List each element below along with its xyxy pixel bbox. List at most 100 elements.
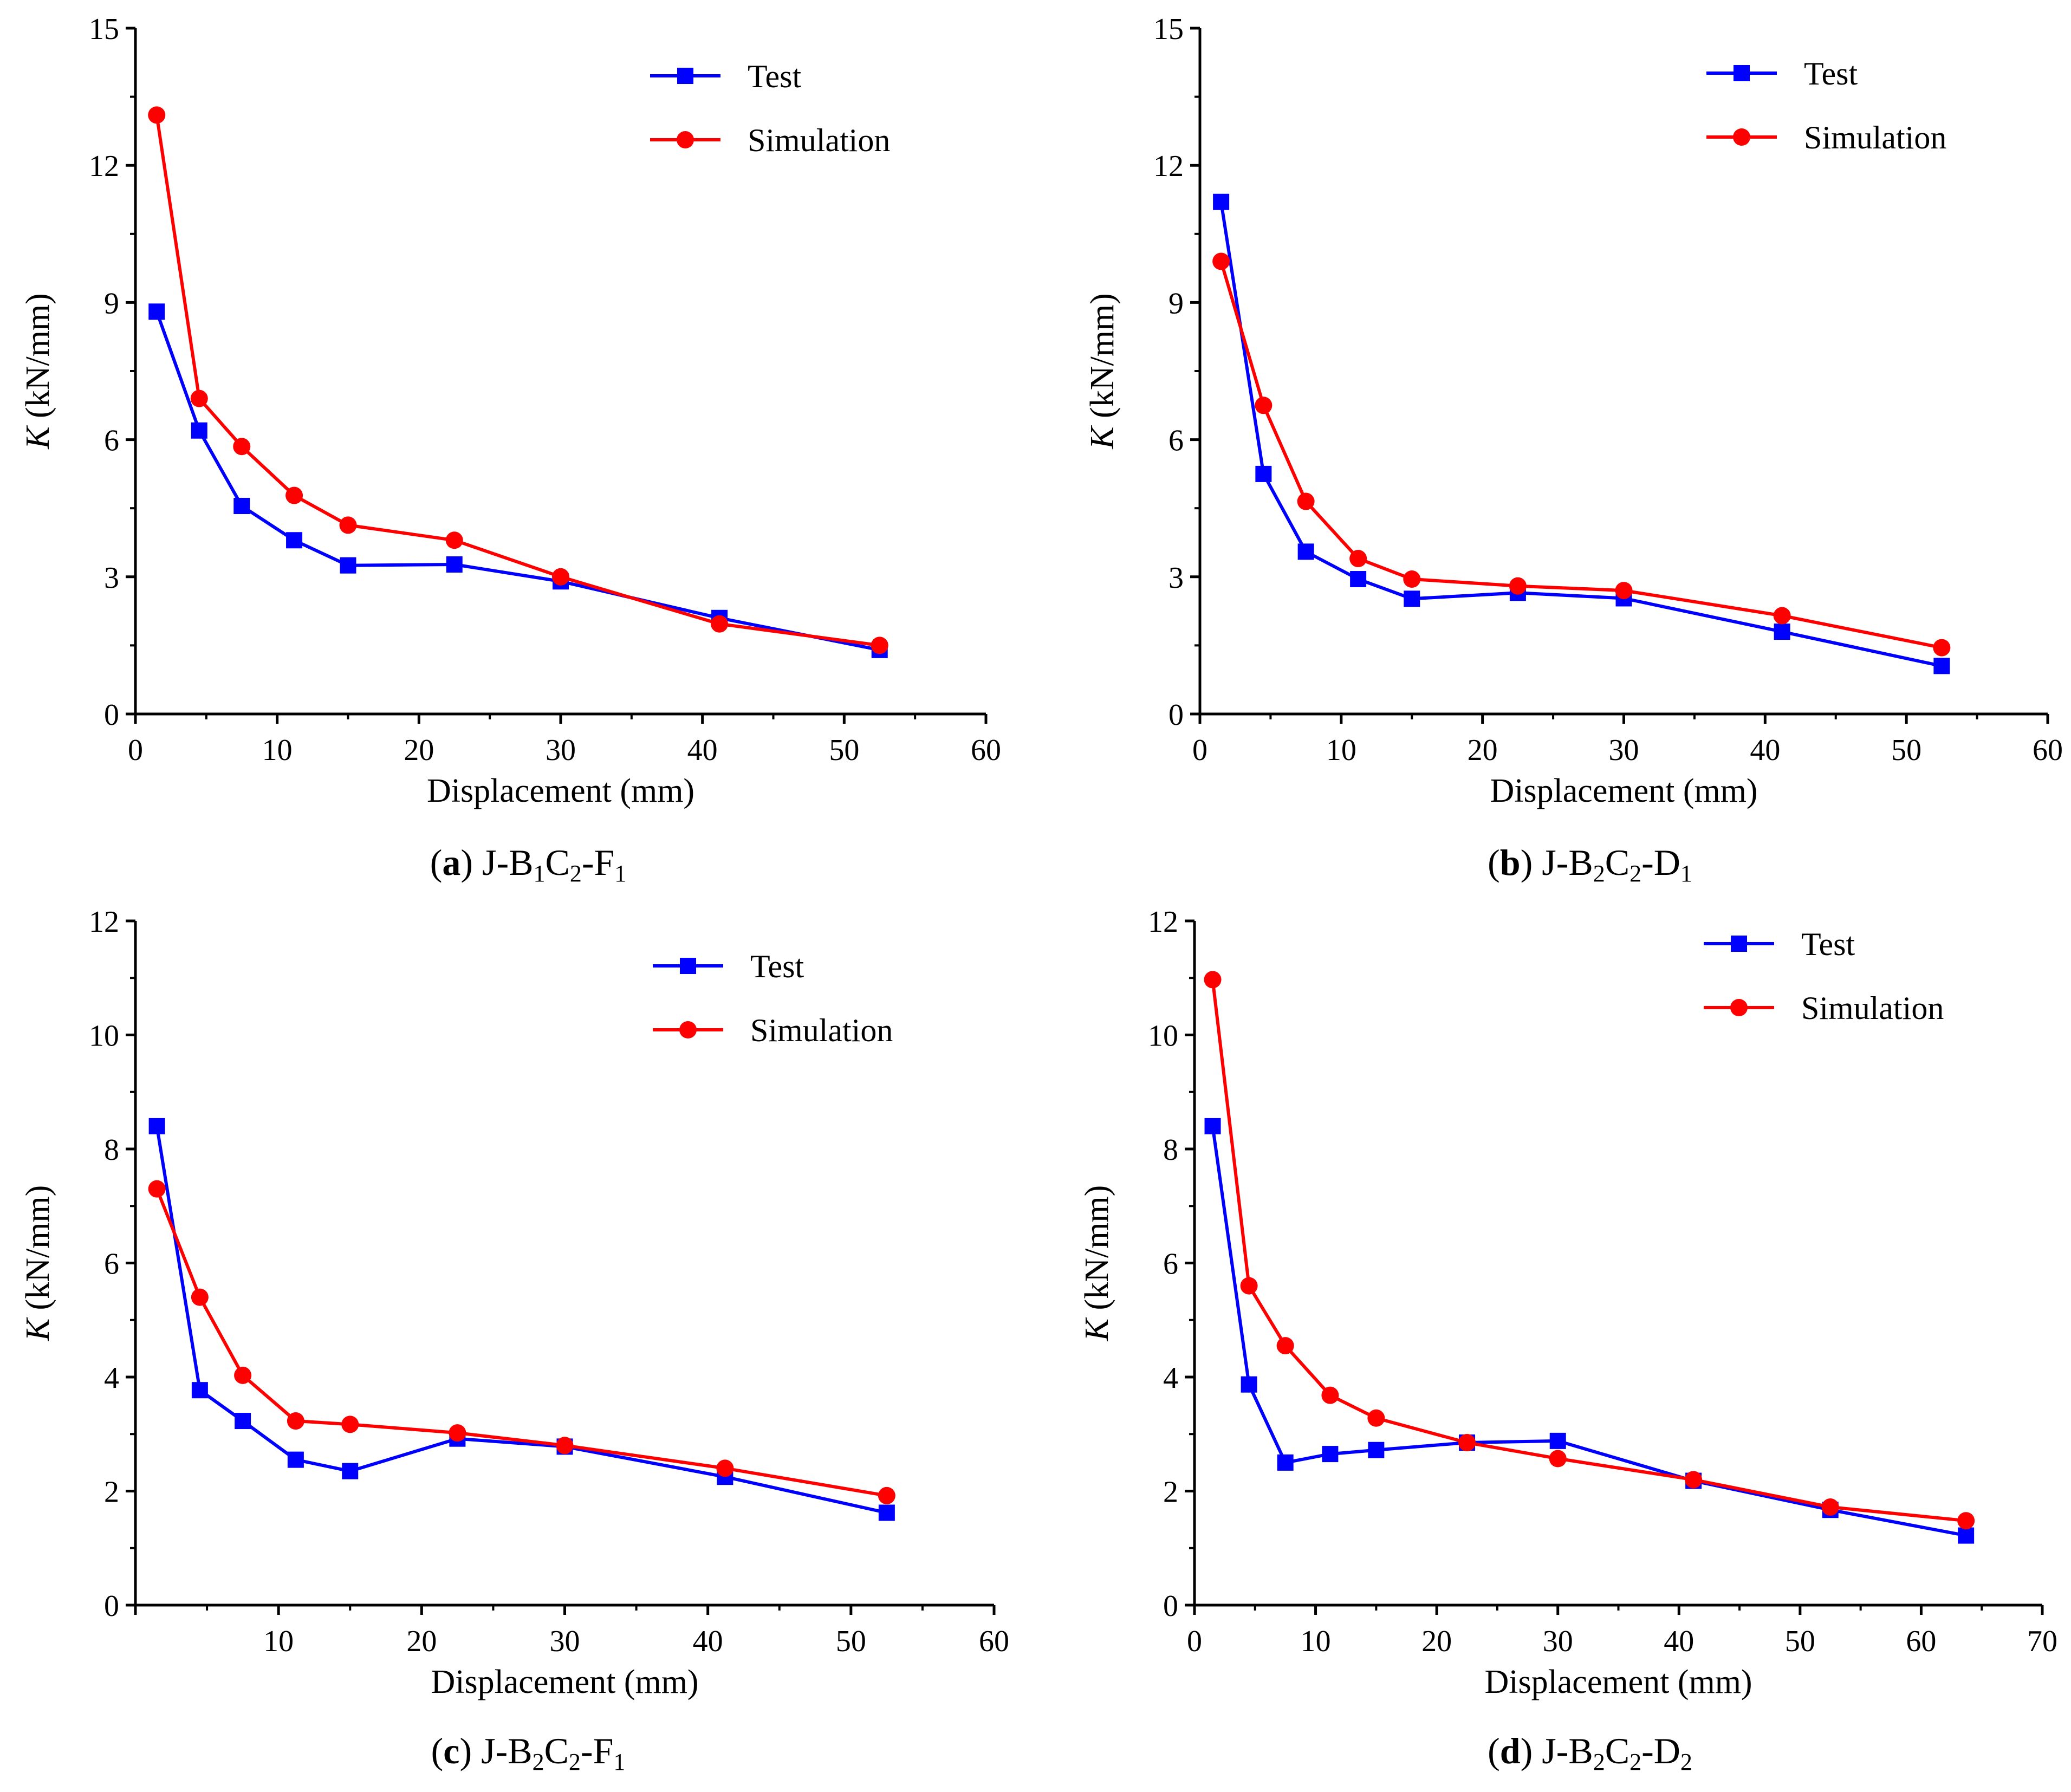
simulation-point — [339, 516, 357, 534]
simulation-point — [148, 1180, 166, 1198]
simulation-point — [1821, 1498, 1839, 1516]
y-axis-symbol: K — [1079, 1316, 1115, 1341]
x-tick-label: 10 — [1326, 733, 1356, 767]
simulation-point — [1276, 1337, 1294, 1355]
test-point — [1958, 1527, 1975, 1544]
y-tick-label: 4 — [1163, 1361, 1178, 1395]
simulation-point — [148, 106, 166, 124]
x-axis-title: Displacement (mm) — [1490, 772, 1757, 809]
simulation-point — [711, 615, 729, 633]
legend-test-label: Test — [1804, 56, 1858, 92]
y-axis-title: K (kN/mm) — [20, 1185, 56, 1342]
caption-text: J-B — [481, 1730, 532, 1771]
caption-paren: ( — [430, 842, 443, 883]
chart-panel-d: 0 2 4 6 8 10 12 0 10 20 30 40 50 60 70 Displacement (mm… — [1079, 905, 2057, 1775]
test-series-line — [155, 1126, 887, 1515]
x-tick-label: 60 — [1906, 1625, 1936, 1658]
test-series-line — [1219, 202, 1943, 668]
caption-subscript: 1 — [533, 860, 545, 887]
simulation-point — [716, 1459, 734, 1477]
test-point — [1350, 571, 1367, 588]
y-tick-label: 9 — [104, 287, 119, 320]
simulation-point — [445, 531, 463, 549]
test-point — [148, 303, 165, 320]
legend-test-label: Test — [1801, 926, 1855, 962]
simulation-point — [341, 1416, 359, 1433]
simulation-point — [1204, 971, 1222, 989]
x-tick-label: 30 — [1609, 733, 1639, 767]
legend-simulation-marker — [679, 1021, 697, 1038]
x-tick-label: 20 — [1468, 733, 1498, 767]
x-tick-label: 20 — [1421, 1625, 1452, 1658]
x-tick-label: 40 — [693, 1625, 723, 1658]
legend-test-label: Test — [748, 59, 801, 94]
simulation-point — [285, 486, 303, 504]
y-axis-unit: (kN/mm) — [1079, 1185, 1115, 1319]
legend: Test Simulation — [653, 949, 893, 1048]
x-tick-label: 60 — [979, 1625, 1009, 1658]
caption-text: C — [1605, 842, 1629, 883]
caption-subscript: 2 — [569, 1749, 581, 1775]
test-point — [1277, 1454, 1294, 1471]
caption-text: C — [545, 842, 569, 883]
test-point — [1213, 193, 1230, 210]
test-point — [446, 556, 463, 573]
legend-simulation-label: Simulation — [1804, 120, 1946, 155]
simulation-series-line — [1219, 261, 1942, 650]
test-series-line — [1211, 1126, 1966, 1537]
caption-paren: ( — [1488, 842, 1500, 883]
simulation-point — [1321, 1386, 1339, 1404]
simulation-point — [1349, 550, 1367, 568]
test-point — [1297, 543, 1314, 560]
test-point — [1204, 1118, 1221, 1134]
simulation-series-line — [155, 114, 880, 647]
simulation-point — [1403, 570, 1421, 588]
panel-caption: (d) J-B2C2-D2 — [1488, 1730, 1692, 1775]
caption-text: J-B — [1542, 842, 1593, 883]
simulation-point — [1212, 252, 1230, 270]
caption-paren: ) — [459, 1730, 481, 1771]
legend: Test Simulation — [650, 59, 890, 158]
y-tick-label: 6 — [1168, 424, 1184, 458]
y-tick-label: 0 — [104, 698, 119, 732]
caption-text: -D — [1641, 842, 1680, 883]
x-tick-label: 0 — [1192, 733, 1207, 767]
x-tick-label: 60 — [2033, 733, 2063, 767]
x-tick-label: 30 — [1543, 1625, 1573, 1658]
caption-subscript: 1 — [613, 1749, 625, 1775]
x-tick-label: 40 — [1750, 733, 1780, 767]
panel-caption: (a) J-B1C2-F1 — [430, 842, 627, 887]
y-tick-label: 8 — [104, 1133, 119, 1167]
caption-text: C — [544, 1730, 569, 1771]
legend-test-marker — [677, 68, 693, 84]
simulation-point — [871, 637, 888, 654]
y-axis-title: K (kN/mm) — [1084, 293, 1121, 450]
panel-caption: (b) J-B2C2-D1 — [1488, 842, 1692, 887]
caption-letter: c — [443, 1730, 459, 1771]
x-tick-label: 30 — [550, 1625, 580, 1658]
simulation-point — [1685, 1471, 1703, 1489]
y-tick-label: 9 — [1168, 287, 1184, 320]
y-tick-label: 0 — [1168, 698, 1184, 732]
caption-text: C — [1605, 1730, 1629, 1771]
y-tick-label: 15 — [1153, 12, 1184, 46]
caption-subscript: 2 — [533, 1749, 544, 1775]
simulation-point — [1549, 1450, 1567, 1468]
simulation-point — [1367, 1409, 1385, 1427]
x-tick-label: 40 — [687, 733, 718, 767]
caption-subscript: 2 — [1629, 860, 1641, 887]
x-tick-label: 10 — [262, 733, 293, 767]
y-tick-label: 6 — [1163, 1248, 1178, 1281]
test-series-line — [155, 311, 880, 652]
simulation-series-line — [1211, 979, 1966, 1523]
y-axis-title: K (kN/mm) — [20, 293, 56, 450]
x-tick-label: 20 — [404, 733, 434, 767]
test-point — [1241, 1376, 1257, 1393]
legend: Test Simulation — [1706, 56, 1946, 155]
caption-letter: a — [442, 842, 460, 883]
y-axis-unit: (kN/mm) — [20, 1185, 56, 1319]
legend-simulation-marker — [1730, 999, 1748, 1016]
